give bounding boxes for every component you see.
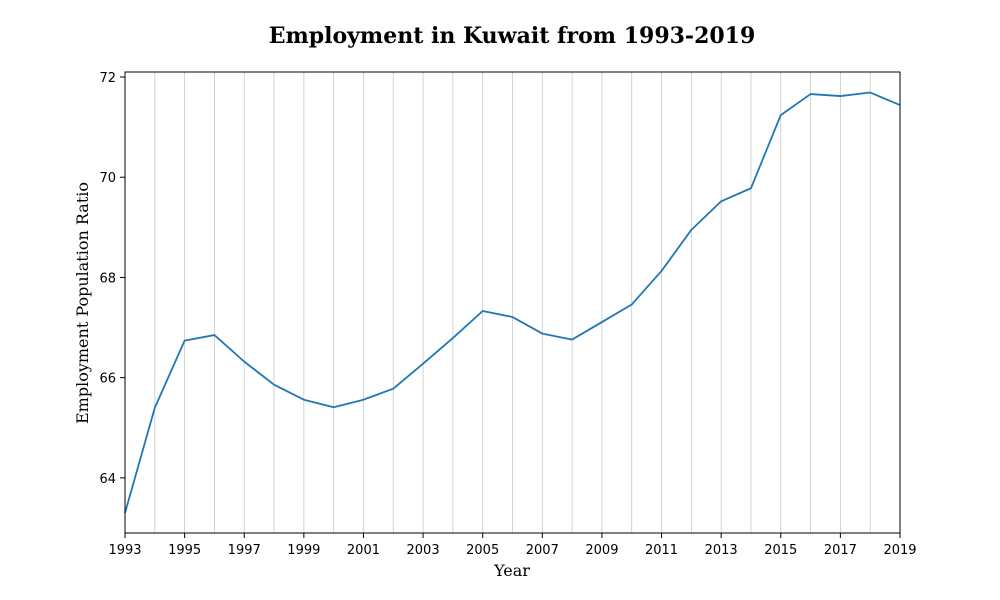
series-line-0 (124, 91, 901, 514)
x-tick-label: 2017 (824, 543, 857, 558)
x-tick-label: 2001 (347, 543, 380, 558)
y-tick-label: 66 (99, 372, 116, 387)
x-axis-label: Year (493, 561, 530, 580)
x-tick-label: 2003 (407, 543, 440, 558)
x-tick-label: 1995 (168, 543, 201, 558)
plot-frame (124, 71, 901, 534)
x-tick-label: 2015 (764, 543, 797, 558)
x-tick-label: 2007 (526, 543, 559, 558)
chart-title: Employment in Kuwait from 1993-2019 (269, 23, 756, 49)
x-tick-label: 2019 (883, 543, 916, 558)
y-tick-label: 72 (99, 71, 116, 86)
y-tick-label: 70 (99, 171, 116, 186)
y-axis-ticks: 64 66 68 70 72 (99, 71, 125, 487)
x-axis-ticks: 1993 1995 1997 1999 2001 2003 2005 2007 2009 2011… (108, 533, 917, 558)
y-tick-label: 68 (99, 271, 116, 286)
x-tick-label: 1999 (287, 543, 320, 558)
x-tick-label: 2005 (466, 543, 499, 558)
y-axis-label: Employment Population Ratio (73, 182, 92, 424)
x-tick-label: 1997 (228, 543, 261, 558)
x-tick-label: 1993 (108, 543, 141, 558)
y-tick-label: 64 (99, 472, 116, 487)
x-tick-label: 2013 (705, 543, 738, 558)
grid-lines (124, 72, 901, 533)
x-tick-label: 2009 (585, 543, 618, 558)
series-group (124, 91, 901, 514)
x-tick-label: 2011 (645, 543, 678, 558)
